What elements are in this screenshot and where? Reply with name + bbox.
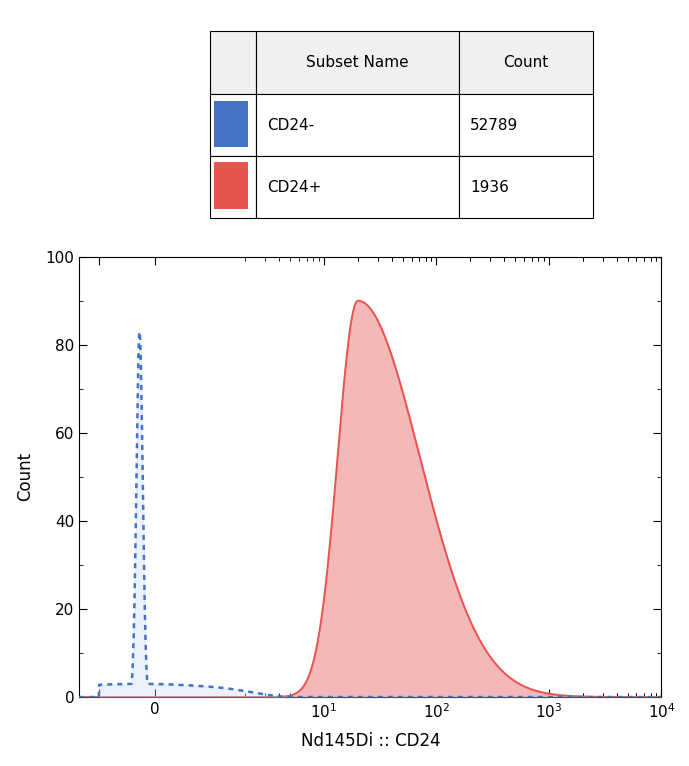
Text: 1936: 1936	[470, 180, 509, 195]
Bar	[256, 94, 459, 156]
Bar	[214, 100, 248, 147]
Text: CD24-: CD24-	[267, 118, 315, 133]
X-axis label: Nd145Di :: CD24: Nd145Di :: CD24	[300, 732, 440, 750]
Bar	[459, 94, 593, 156]
Bar	[256, 31, 459, 94]
Bar	[210, 156, 256, 218]
Text: 52789: 52789	[470, 118, 518, 133]
Bar	[459, 156, 593, 218]
Bar	[459, 31, 593, 94]
Bar	[256, 156, 459, 218]
Text: Count: Count	[503, 55, 548, 70]
Text: CD24+: CD24+	[267, 180, 322, 195]
Text: Subset Name: Subset Name	[306, 55, 409, 70]
Bar	[214, 162, 248, 209]
Bar	[210, 94, 256, 156]
Y-axis label: Count: Count	[17, 452, 34, 502]
Bar	[210, 31, 256, 94]
